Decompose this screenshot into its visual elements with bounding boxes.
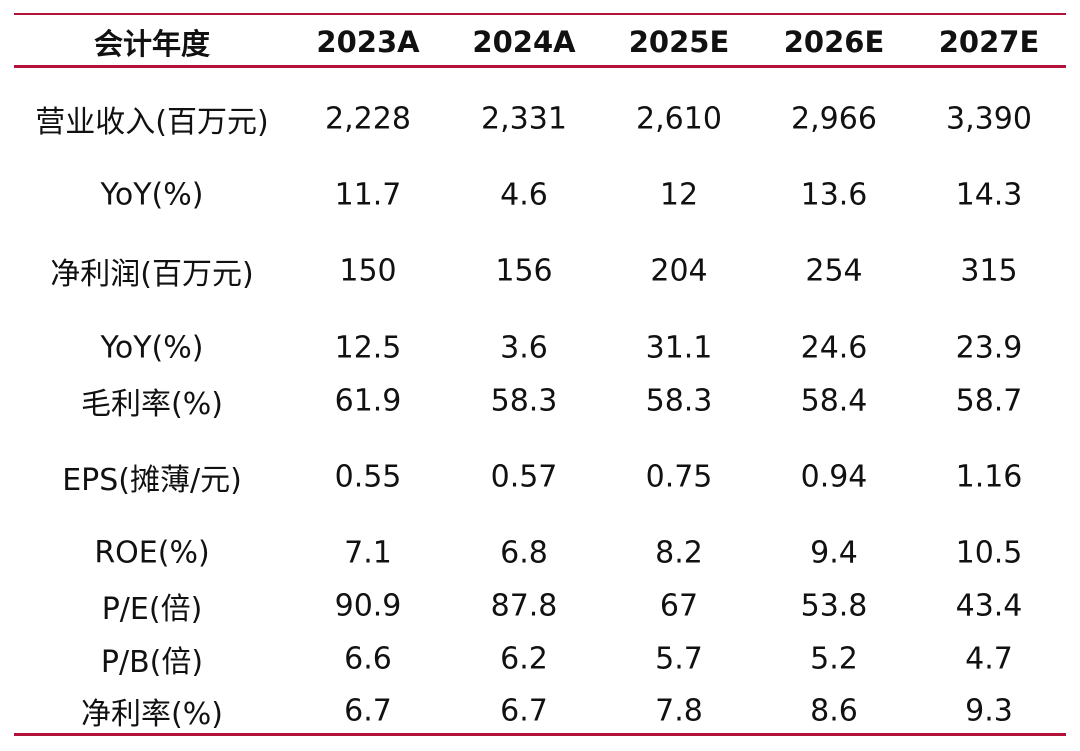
data-cell: 58.4 (800, 383, 868, 419)
row-label: P/E(倍) (101, 592, 203, 627)
data-cell: 12 (659, 177, 699, 213)
data-cell: 6.8 (500, 535, 548, 571)
row-label: YoY(%) (100, 330, 204, 366)
data-cell: 58.3 (645, 383, 713, 419)
header-rule (14, 65, 1066, 68)
row-label: YoY(%) (100, 177, 204, 213)
data-cell: 10.5 (955, 535, 1023, 571)
row-label: 净利率(%) (81, 697, 223, 732)
data-cell: 61.9 (334, 383, 402, 419)
data-cell: 58.3 (490, 383, 558, 419)
data-cell: 2,331 (481, 101, 567, 137)
data-cell: 67 (659, 588, 699, 624)
data-cell: 53.8 (800, 588, 868, 624)
data-cell: 13.6 (800, 177, 868, 213)
data-cell: 315 (960, 253, 1018, 289)
data-cell: 6.7 (344, 693, 392, 729)
row-label: 营业收入(百万元) (35, 105, 269, 140)
header-cell: 2023A (316, 25, 420, 59)
header-cell: 会计年度 (93, 27, 211, 61)
header-cell: 2025E (628, 25, 730, 59)
data-cell: 0.55 (334, 459, 402, 495)
data-cell: 1.16 (955, 459, 1023, 495)
data-cell: 3,390 (946, 101, 1032, 137)
data-cell: 204 (650, 253, 708, 289)
header-cell: 2027E (938, 25, 1040, 59)
data-cell: 3.6 (500, 330, 548, 366)
row-label: 毛利率(%) (81, 387, 223, 422)
data-cell: 7.1 (344, 535, 392, 571)
data-cell: 31.1 (645, 330, 713, 366)
data-cell: 150 (339, 253, 397, 289)
data-cell: 2,228 (325, 101, 411, 137)
data-cell: 23.9 (955, 330, 1023, 366)
data-cell: 5.2 (810, 641, 858, 677)
header-cell: 2024A (472, 25, 576, 59)
data-cell: 6.2 (500, 641, 548, 677)
top-rule (14, 13, 1066, 15)
data-cell: 8.6 (810, 693, 858, 729)
data-cell: 14.3 (955, 177, 1023, 213)
data-cell: 9.4 (810, 535, 858, 571)
row-label: ROE(%) (94, 535, 210, 571)
data-cell: 11.7 (334, 177, 402, 213)
data-cell: 156 (495, 253, 553, 289)
data-cell: 6.7 (500, 693, 548, 729)
data-cell: 0.57 (490, 459, 558, 495)
data-cell: 87.8 (490, 588, 558, 624)
data-cell: 2,610 (636, 101, 722, 137)
data-cell: 4.7 (965, 641, 1013, 677)
data-cell: 0.75 (645, 459, 713, 495)
data-cell: 43.4 (955, 588, 1023, 624)
data-cell: 58.7 (955, 383, 1023, 419)
bottom-rule (14, 733, 1066, 736)
row-label: EPS(摊薄/元) (62, 463, 242, 498)
data-cell: 5.7 (655, 641, 703, 677)
data-cell: 2,966 (791, 101, 877, 137)
data-cell: 0.94 (800, 459, 868, 495)
row-label: 净利润(百万元) (50, 257, 254, 292)
data-cell: 254 (805, 253, 863, 289)
data-cell: 7.8 (655, 693, 703, 729)
data-cell: 90.9 (334, 588, 402, 624)
header-cell: 2026E (783, 25, 885, 59)
data-cell: 9.3 (965, 693, 1013, 729)
row-label: P/B(倍) (100, 645, 204, 680)
data-cell: 6.6 (344, 641, 392, 677)
data-cell: 8.2 (655, 535, 703, 571)
data-cell: 12.5 (334, 330, 402, 366)
data-cell: 4.6 (500, 177, 548, 213)
data-cell: 24.6 (800, 330, 868, 366)
